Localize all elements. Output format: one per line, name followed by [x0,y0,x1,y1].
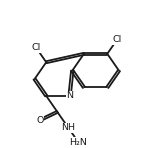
Text: H₂N: H₂N [69,138,87,147]
Text: O: O [36,116,44,125]
Text: N: N [66,91,73,100]
Text: Cl: Cl [32,43,41,52]
Text: NH: NH [61,123,75,132]
Text: Cl: Cl [113,35,122,44]
